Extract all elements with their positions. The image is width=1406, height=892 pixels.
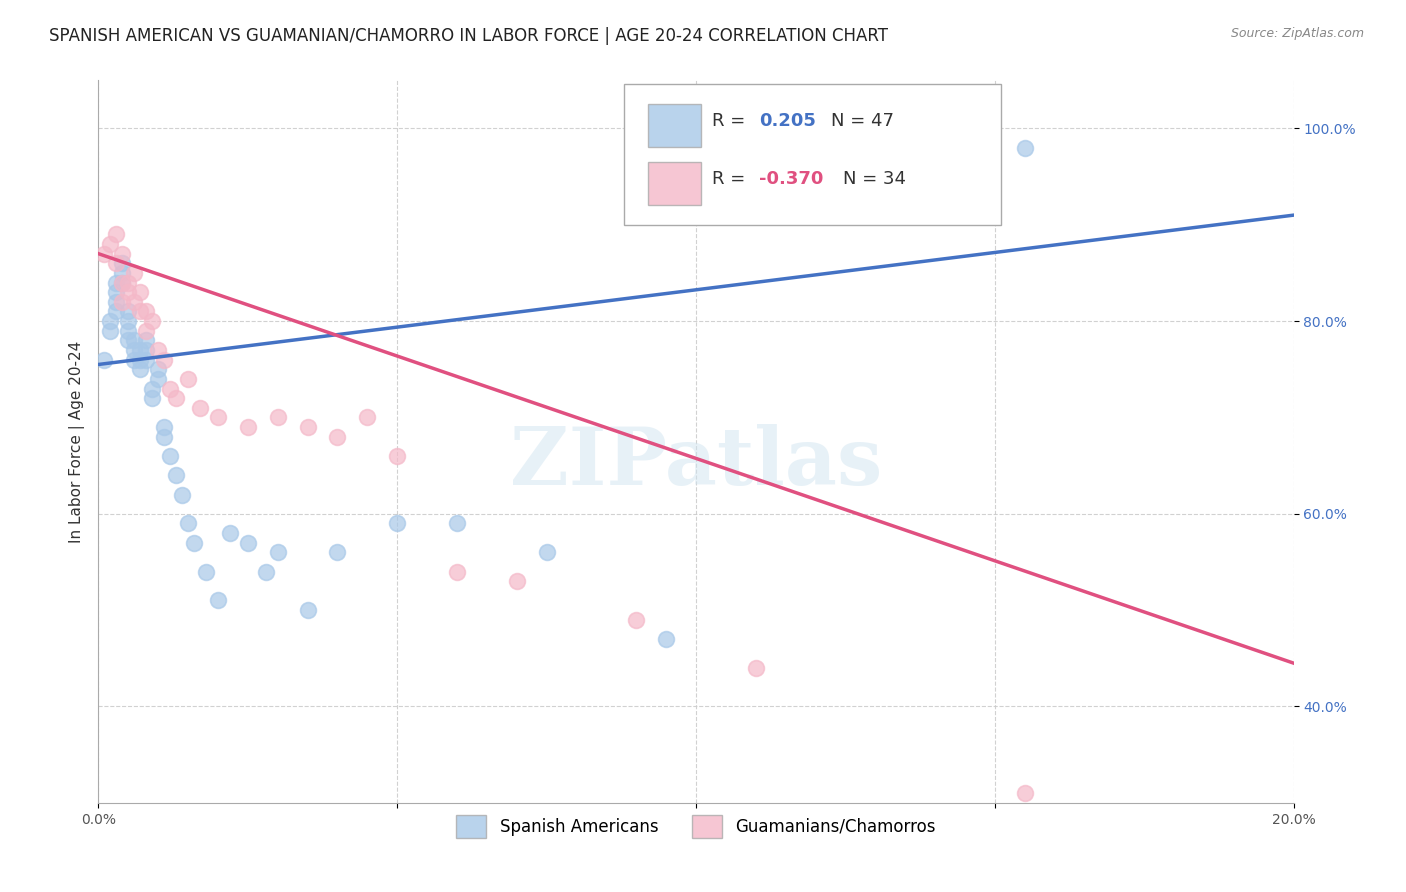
Point	[326, 430, 349, 444]
Point	[172, 487, 194, 501]
Point	[219, 526, 242, 541]
Point	[141, 391, 163, 405]
Point	[165, 468, 187, 483]
Point	[117, 304, 139, 318]
Point	[141, 314, 163, 328]
Text: SPANISH AMERICAN VS GUAMANIAN/CHAMORRO IN LABOR FORCE | AGE 20-24 CORRELATION CH: SPANISH AMERICAN VS GUAMANIAN/CHAMORRO I…	[49, 27, 889, 45]
Point	[105, 276, 128, 290]
Point	[135, 352, 157, 367]
Point	[124, 343, 146, 357]
Point	[135, 334, 157, 348]
Point	[236, 535, 259, 549]
Point	[177, 516, 200, 531]
Point	[111, 276, 134, 290]
Point	[536, 545, 558, 559]
Point	[165, 391, 187, 405]
Point	[124, 352, 146, 367]
Point	[105, 256, 128, 270]
Point	[297, 420, 319, 434]
Point	[105, 285, 128, 300]
Point	[159, 449, 181, 463]
Point	[356, 410, 378, 425]
Text: N = 34: N = 34	[844, 170, 905, 188]
FancyBboxPatch shape	[648, 104, 700, 147]
Text: -0.370: -0.370	[759, 170, 824, 188]
Point	[626, 613, 648, 627]
Point	[236, 420, 259, 434]
Point	[135, 343, 157, 357]
Point	[446, 565, 468, 579]
Point	[117, 324, 139, 338]
Point	[655, 632, 678, 646]
Point	[129, 304, 152, 318]
Point	[105, 227, 128, 242]
Point	[124, 334, 146, 348]
Point	[385, 516, 409, 531]
Point	[159, 382, 181, 396]
Point	[105, 304, 128, 318]
Point	[105, 294, 128, 309]
Point	[148, 372, 170, 386]
Point	[141, 382, 163, 396]
Point	[124, 294, 146, 309]
Point	[1014, 786, 1036, 800]
Point	[153, 420, 176, 434]
Point	[254, 565, 277, 579]
Point	[267, 410, 290, 425]
Text: 0.205: 0.205	[759, 112, 817, 130]
Point	[111, 256, 134, 270]
Text: N = 47: N = 47	[831, 112, 894, 130]
Point	[183, 535, 205, 549]
Point	[111, 276, 134, 290]
Point	[1014, 141, 1036, 155]
Point	[207, 593, 229, 607]
Point	[117, 276, 139, 290]
Point	[111, 294, 134, 309]
FancyBboxPatch shape	[624, 84, 1001, 225]
Point	[177, 372, 200, 386]
Point	[506, 574, 529, 589]
Point	[153, 352, 176, 367]
Point	[117, 314, 139, 328]
Point	[148, 343, 170, 357]
Point	[135, 324, 157, 338]
Point	[267, 545, 290, 559]
Point	[385, 449, 409, 463]
Point	[297, 603, 319, 617]
Point	[98, 314, 122, 328]
Point	[446, 516, 468, 531]
Point	[129, 343, 152, 357]
Point	[98, 237, 122, 252]
Point	[124, 266, 146, 280]
Point	[129, 362, 152, 376]
Point	[129, 285, 152, 300]
Point	[148, 362, 170, 376]
Point	[129, 352, 152, 367]
Point	[117, 334, 139, 348]
Point	[93, 246, 115, 260]
Text: Source: ZipAtlas.com: Source: ZipAtlas.com	[1230, 27, 1364, 40]
Point	[745, 661, 768, 675]
Y-axis label: In Labor Force | Age 20-24: In Labor Force | Age 20-24	[69, 341, 84, 542]
Point	[98, 324, 122, 338]
Point	[111, 266, 134, 280]
Point	[153, 430, 176, 444]
Point	[188, 401, 211, 415]
Point	[326, 545, 349, 559]
Point	[135, 304, 157, 318]
Point	[93, 352, 115, 367]
Point	[117, 285, 139, 300]
Text: ZIPatlas: ZIPatlas	[510, 425, 882, 502]
Text: R =: R =	[711, 112, 751, 130]
FancyBboxPatch shape	[648, 162, 700, 204]
Point	[111, 246, 134, 260]
Text: R =: R =	[711, 170, 751, 188]
Legend: Spanish Americans, Guamanians/Chamorros: Spanish Americans, Guamanians/Chamorros	[450, 808, 942, 845]
Point	[195, 565, 218, 579]
Point	[207, 410, 229, 425]
